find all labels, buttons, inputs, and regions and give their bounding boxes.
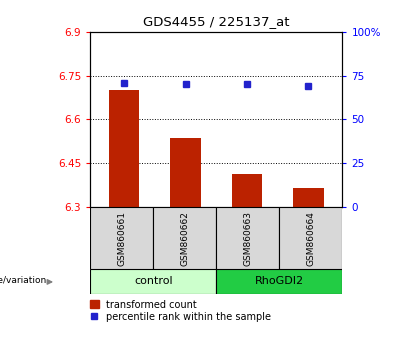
Text: GSM860661: GSM860661 [117,211,126,266]
Bar [109,90,139,207]
Text: RhoGDI2: RhoGDI2 [255,276,304,286]
Legend: transformed count, percentile rank within the sample: transformed count, percentile rank withi… [89,299,272,322]
Bar [90,269,216,294]
Bar [216,207,279,269]
Text: GSM860663: GSM860663 [243,211,252,266]
Bar [153,207,216,269]
Bar [232,173,262,207]
Text: control: control [134,276,173,286]
Bar [170,138,201,207]
Title: GDS4455 / 225137_at: GDS4455 / 225137_at [143,15,289,28]
Bar [279,207,342,269]
Text: genotype/variation: genotype/variation [0,276,47,285]
Text: GSM860664: GSM860664 [306,211,315,266]
Bar [293,188,324,207]
Bar [90,207,153,269]
Bar [216,269,342,294]
Text: GSM860662: GSM860662 [180,211,189,266]
